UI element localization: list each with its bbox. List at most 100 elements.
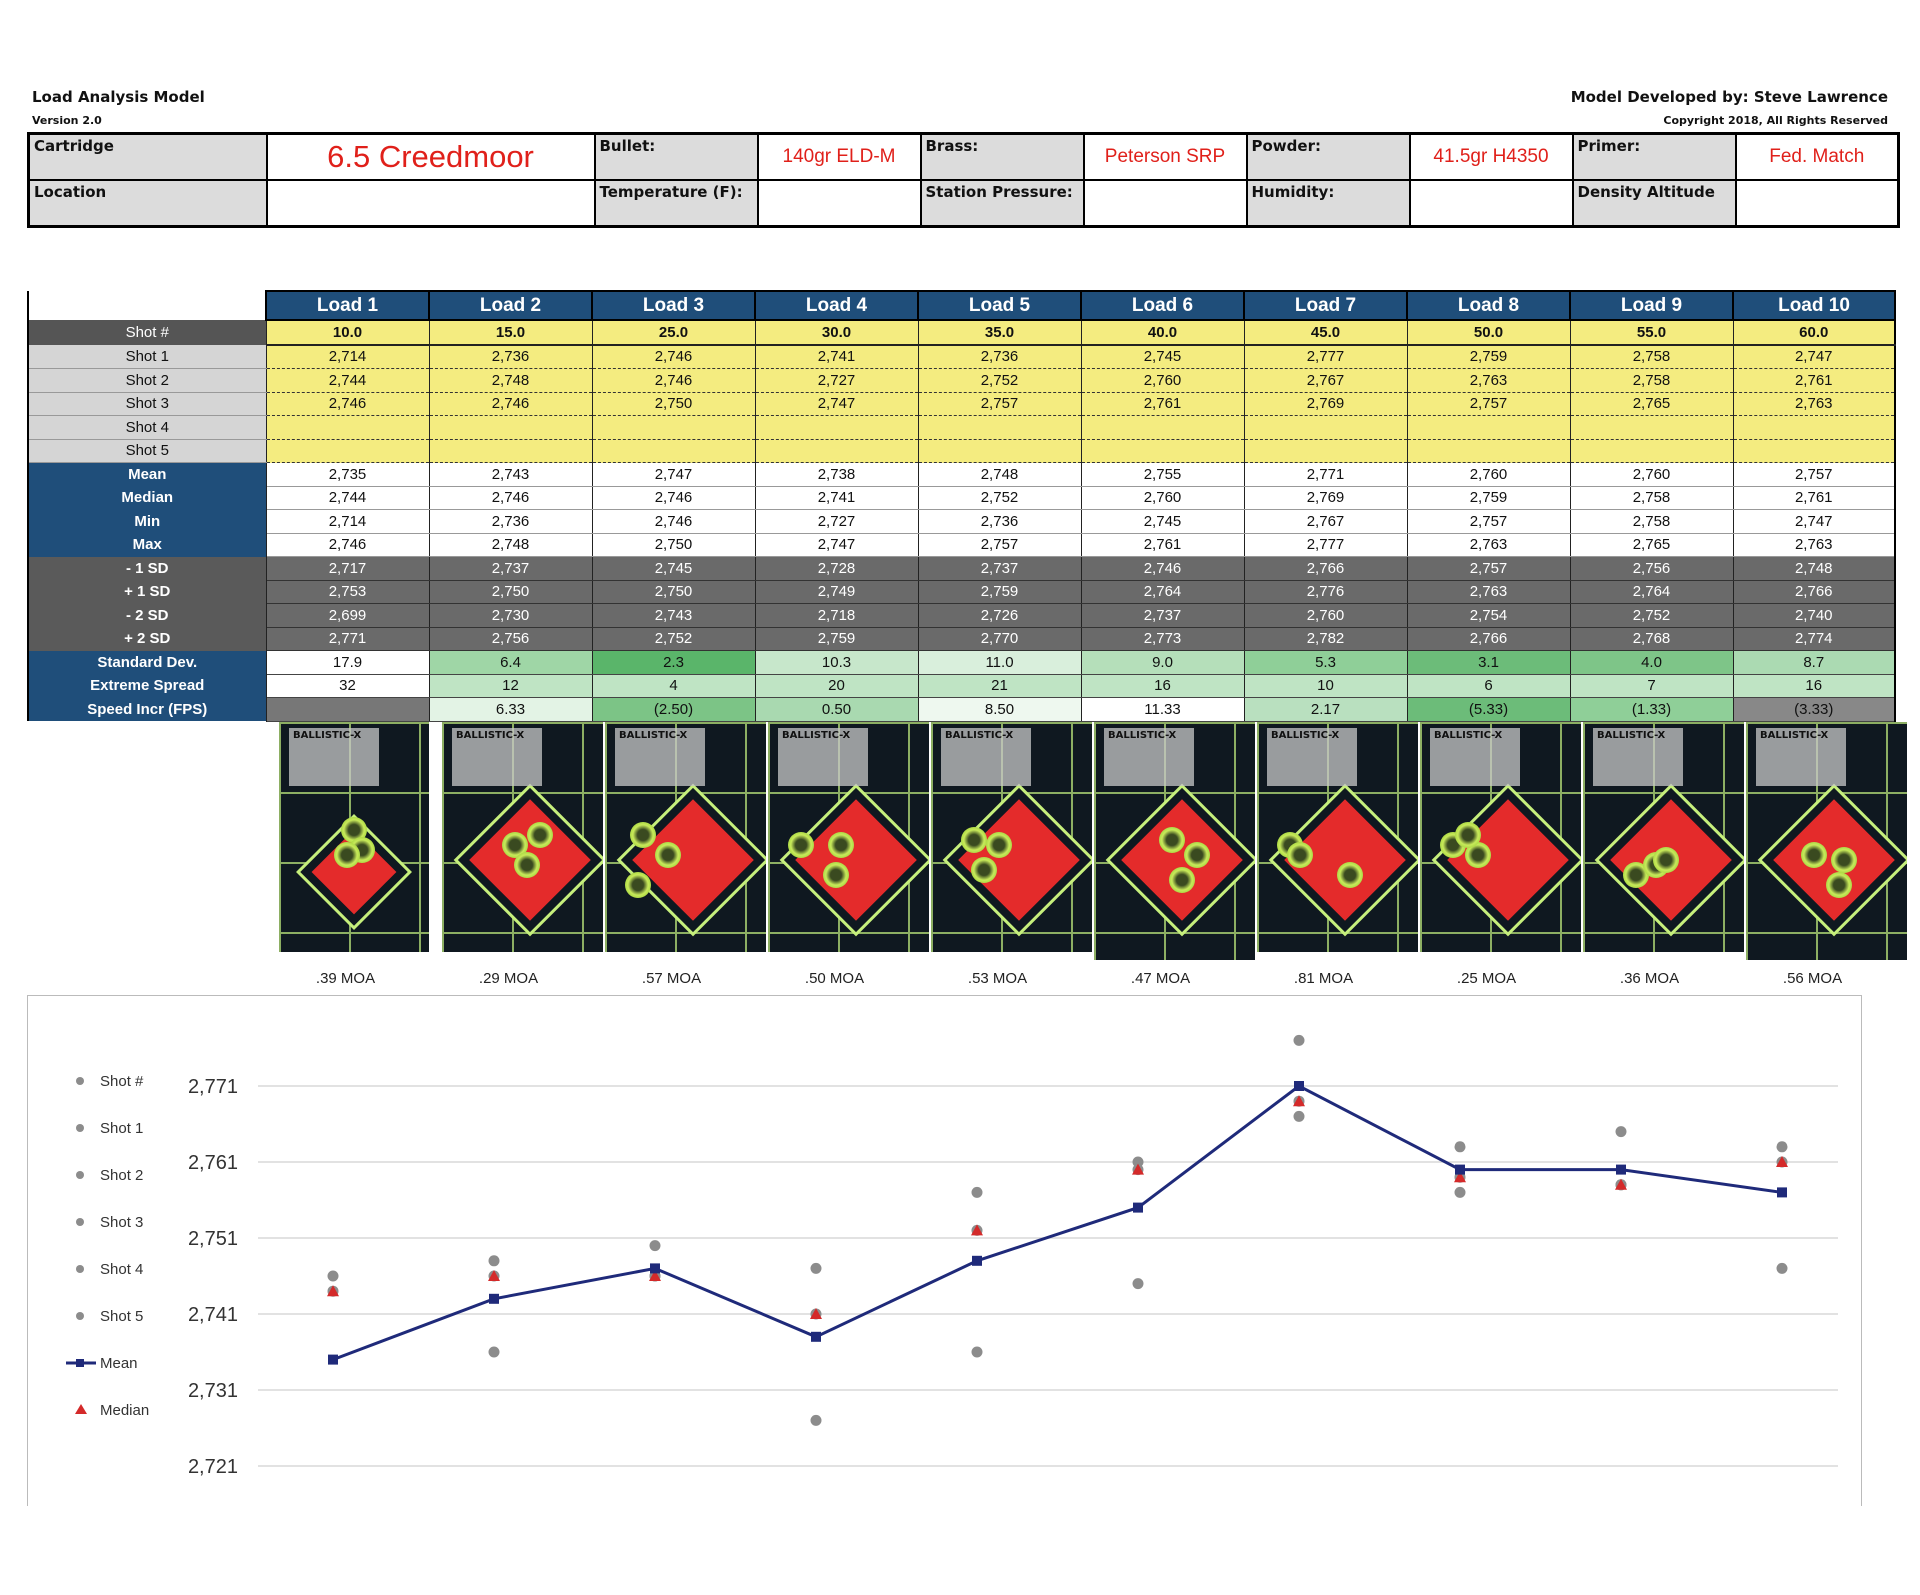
corner-cell: [28, 291, 266, 320]
table-cell[interactable]: [1081, 415, 1245, 440]
table-cell[interactable]: 2,746: [592, 368, 756, 393]
table-cell[interactable]: 2,761: [1081, 392, 1245, 416]
density-label: Density Altitude: [1571, 179, 1737, 228]
table-cell: 8.7: [1733, 650, 1896, 675]
table-cell[interactable]: 2,744: [266, 368, 430, 393]
table-cell[interactable]: [1570, 439, 1734, 463]
table-cell[interactable]: 2,747: [755, 392, 919, 416]
point-median: [1454, 1171, 1466, 1183]
table-cell[interactable]: [1244, 415, 1408, 440]
primer-value[interactable]: Fed. Match: [1734, 132, 1900, 181]
table-cell[interactable]: [918, 439, 1082, 463]
point-median: [1776, 1156, 1788, 1167]
table-cell: 35.0: [918, 320, 1082, 346]
table-cell[interactable]: 2,757: [1407, 392, 1571, 416]
table-cell: 2,766: [1733, 580, 1896, 604]
table-cell[interactable]: 2,758: [1570, 344, 1734, 369]
table-cell[interactable]: [1570, 415, 1734, 440]
temperature-value[interactable]: [756, 179, 922, 228]
table-cell: 2,747: [592, 462, 756, 487]
table-cell: 45.0: [1244, 320, 1408, 346]
table-cell[interactable]: [1407, 439, 1571, 463]
table-cell: (5.33): [1407, 697, 1571, 722]
table-cell[interactable]: 2,777: [1244, 344, 1408, 369]
bullet-hole: [1455, 822, 1481, 848]
table-cell[interactable]: 2,736: [429, 344, 593, 369]
moa-label: .81 MOA: [1293, 970, 1354, 987]
location-value[interactable]: [265, 179, 596, 228]
table-cell[interactable]: [592, 439, 756, 463]
developer-credit: Model Developed by: Steve Lawrence: [1570, 88, 1888, 106]
moa-label: .25 MOA: [1456, 970, 1517, 987]
table-cell[interactable]: [429, 415, 593, 440]
table-cell: 2,728: [755, 556, 919, 581]
table-cell[interactable]: 2,757: [918, 392, 1082, 416]
table-cell: 2,761: [1081, 533, 1245, 557]
powder-value[interactable]: 41.5gr H4350: [1408, 132, 1574, 181]
moa-label: .39 MOA: [315, 970, 376, 987]
table-cell[interactable]: 2,763: [1733, 392, 1896, 416]
velocity-chart: 2,771 2,761 2,751 2,741 2,731 2,721 Shot # Shot…: [27, 995, 1862, 1506]
table-cell: 2,757: [1407, 509, 1571, 534]
load-header-8: Load 8: [1406, 290, 1571, 321]
table-cell[interactable]: 2,761: [1733, 368, 1896, 393]
row-label: Extreme Spread: [28, 674, 267, 698]
point-mean: [972, 1255, 982, 1266]
table-cell[interactable]: 2,750: [592, 392, 756, 416]
table-cell: 2.17: [1244, 697, 1408, 722]
table-cell[interactable]: 2,714: [266, 344, 430, 369]
brass-value[interactable]: Peterson SRP: [1082, 132, 1248, 181]
table-cell[interactable]: [429, 439, 593, 463]
table-cell[interactable]: 2,752: [918, 368, 1082, 393]
table-cell[interactable]: 2,736: [918, 344, 1082, 369]
table-cell[interactable]: 2,760: [1081, 368, 1245, 393]
table-cell[interactable]: 2,745: [1081, 344, 1245, 369]
table-cell[interactable]: 2,727: [755, 368, 919, 393]
table-cell[interactable]: 2,746: [592, 344, 756, 369]
table-cell[interactable]: 2,748: [429, 368, 593, 393]
table-cell: 10: [1244, 674, 1408, 698]
humidity-value[interactable]: [1408, 179, 1574, 228]
table-cell: 2,760: [1081, 486, 1245, 510]
table-cell[interactable]: [1407, 415, 1571, 440]
table-cell[interactable]: [755, 439, 919, 463]
temperature-label: Temperature (F):: [593, 179, 759, 228]
point-shot-2: [488, 1255, 500, 1267]
table-cell: 2,754: [1407, 603, 1571, 628]
row-label: Speed Incr (FPS): [28, 697, 267, 721]
pressure-value[interactable]: [1082, 179, 1248, 228]
ballistic-badge: BALLISTIC-X: [289, 728, 379, 786]
table-cell[interactable]: 2,747: [1733, 344, 1896, 369]
cartridge-value[interactable]: 6.5 Creedmoor: [265, 132, 596, 181]
table-cell: 2,744: [266, 486, 430, 510]
target-image-5: BALLISTIC-X: [931, 722, 1092, 952]
table-cell[interactable]: 2,758: [1570, 368, 1734, 393]
table-cell[interactable]: 2,767: [1244, 368, 1408, 393]
table-cell[interactable]: 2,765: [1570, 392, 1734, 416]
point-mean: [1455, 1164, 1465, 1175]
table-cell[interactable]: 2,769: [1244, 392, 1408, 416]
density-value[interactable]: [1734, 179, 1900, 228]
table-cell: 2,759: [918, 580, 1082, 604]
table-cell: 2,746: [592, 486, 756, 510]
table-cell[interactable]: [266, 439, 430, 463]
table-cell[interactable]: [918, 415, 1082, 440]
row-label: Shot 5: [28, 439, 267, 463]
table-cell[interactable]: [266, 415, 430, 440]
table-cell[interactable]: [1081, 439, 1245, 463]
table-cell[interactable]: 2,763: [1407, 368, 1571, 393]
table-cell[interactable]: 2,741: [755, 344, 919, 369]
row-label: Median: [28, 486, 267, 510]
table-cell[interactable]: [592, 415, 756, 440]
table-row: Min 2,714 2,736 2,746 2,727 2,736 2,745 2,767 2,…: [28, 509, 1896, 534]
table-cell[interactable]: [1244, 439, 1408, 463]
table-cell[interactable]: [1733, 439, 1896, 463]
table-cell[interactable]: [1733, 415, 1896, 440]
table-cell[interactable]: 2,746: [429, 392, 593, 416]
bullet-value[interactable]: 140gr ELD-M: [756, 132, 922, 181]
table-cell[interactable]: 2,746: [266, 392, 430, 416]
table-cell[interactable]: [755, 415, 919, 440]
bullet-hole: [625, 872, 651, 898]
table-row: Mean 2,735 2,743 2,747 2,738 2,748 2,755 2,771 2…: [28, 462, 1896, 487]
table-cell[interactable]: 2,759: [1407, 344, 1571, 369]
